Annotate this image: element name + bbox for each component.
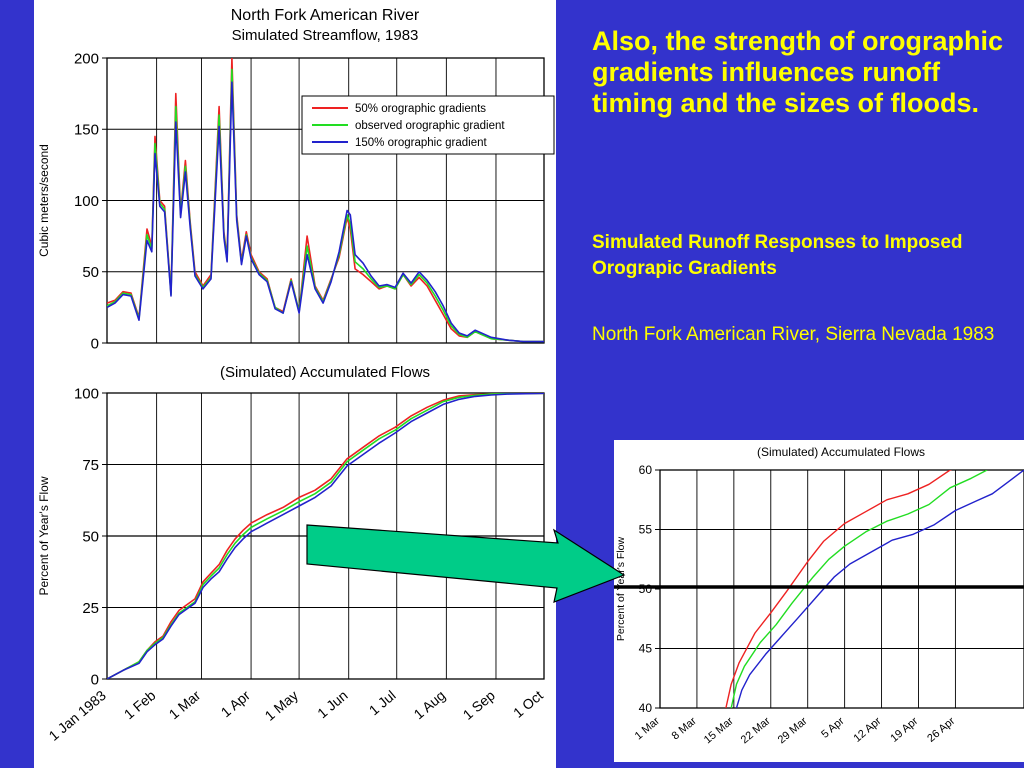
series-line-150-orographic-gradient bbox=[107, 81, 544, 343]
x-tick-label: 1 May bbox=[262, 687, 301, 724]
y-tick-label: 50 bbox=[82, 264, 99, 281]
y-tick-label: 25 bbox=[82, 600, 99, 617]
x-tick-label: 1 Oct bbox=[510, 687, 546, 721]
y-axis-label: Percent of Year's Flow bbox=[615, 537, 627, 642]
chart-title: North Fork American River bbox=[231, 7, 420, 24]
plot-frame bbox=[659, 469, 1024, 709]
inset-chart-panel: (Simulated) Accumulated Flows 40 45 50 55 60 1… bbox=[614, 440, 1024, 762]
series-group bbox=[107, 393, 544, 679]
series-group bbox=[725, 470, 1024, 708]
y-tick-label: 50 bbox=[82, 528, 99, 545]
legend-label: 50% orographic gradients bbox=[355, 103, 486, 115]
legend-label: observed orographic gradient bbox=[355, 120, 505, 132]
y-axis-label: Cubic meters/second bbox=[37, 144, 51, 257]
y-axis-label: Percent of Year's Flow bbox=[37, 476, 51, 595]
streamflow-chart: North Fork American River Simulated Strea… bbox=[37, 7, 555, 352]
x-tick-label: 12 Apr bbox=[851, 715, 883, 745]
slide-subheading: Simulated Runoff Responses to Imposed Or… bbox=[592, 232, 963, 279]
y-tick-label: 0 bbox=[91, 335, 99, 352]
y-tick-label: 55 bbox=[639, 523, 653, 537]
x-tick-label: 1 Feb bbox=[121, 687, 159, 722]
x-tick-label: 26 Apr bbox=[925, 715, 957, 745]
chart-panel-left: North Fork American River Simulated Strea… bbox=[34, 0, 556, 768]
x-tick-label: 29 Mar bbox=[776, 715, 810, 746]
x-tick-label: 1 Sep bbox=[460, 687, 498, 723]
x-tick-label: 1 Apr bbox=[218, 687, 254, 720]
accumulated-flow-chart: (Simulated) Accumulated Flows 0 25 50 75 100 1… bbox=[37, 364, 546, 744]
y-tick-label: 75 bbox=[82, 457, 99, 474]
legend-label: 150% orographic gradient bbox=[355, 137, 488, 149]
series-group bbox=[107, 58, 544, 343]
slide-headline: Also, the strength of orographic gradien… bbox=[592, 26, 1004, 118]
chart-title: (Simulated) Accumulated Flows bbox=[220, 364, 430, 381]
series-line-observed-orographic-gradient bbox=[730, 470, 988, 708]
series-line-50-orographic-gradients bbox=[107, 393, 544, 679]
chart-title: (Simulated) Accumulated Flows bbox=[757, 445, 925, 459]
x-tick-label: 1 Aug bbox=[411, 687, 449, 722]
y-tick-label: 100 bbox=[74, 385, 99, 402]
y-tick-label: 60 bbox=[639, 463, 653, 477]
inset-accumulated-flow-chart: (Simulated) Accumulated Flows 40 45 50 55 60 1… bbox=[615, 445, 1024, 746]
chart-subtitle: Simulated Streamflow, 1983 bbox=[232, 27, 419, 44]
slide-caption: North Fork American River, Sierra Nevada… bbox=[592, 324, 995, 345]
y-tick-label: 200 bbox=[74, 50, 99, 67]
x-tick-label: 5 Apr bbox=[819, 715, 847, 741]
x-tick-label: 1 Jan 1983 bbox=[46, 687, 110, 744]
x-tick-label: 1 Mar bbox=[166, 687, 204, 722]
series-line-50-orographic-gradients bbox=[725, 470, 953, 708]
x-tick-label: 1 Jul bbox=[366, 687, 399, 718]
x-tick-label: 1 Mar bbox=[633, 715, 663, 742]
x-tick-label: 19 Apr bbox=[888, 715, 920, 745]
series-line-150-orographic-gradient bbox=[735, 470, 1024, 708]
series-line-150-orographic-gradient bbox=[107, 393, 544, 679]
y-tick-label: 0 bbox=[91, 671, 99, 688]
x-tick-label: 22 Mar bbox=[739, 715, 773, 746]
y-tick-label: 50 bbox=[639, 582, 653, 596]
x-tick-label: 1 Jun bbox=[314, 687, 351, 721]
y-tick-label: 100 bbox=[74, 193, 99, 210]
y-tick-label: 40 bbox=[639, 701, 653, 715]
y-tick-label: 150 bbox=[74, 122, 99, 139]
x-tick-label: 15 Mar bbox=[702, 715, 736, 746]
y-tick-label: 45 bbox=[639, 642, 653, 656]
x-tick-label: 8 Mar bbox=[670, 715, 700, 742]
